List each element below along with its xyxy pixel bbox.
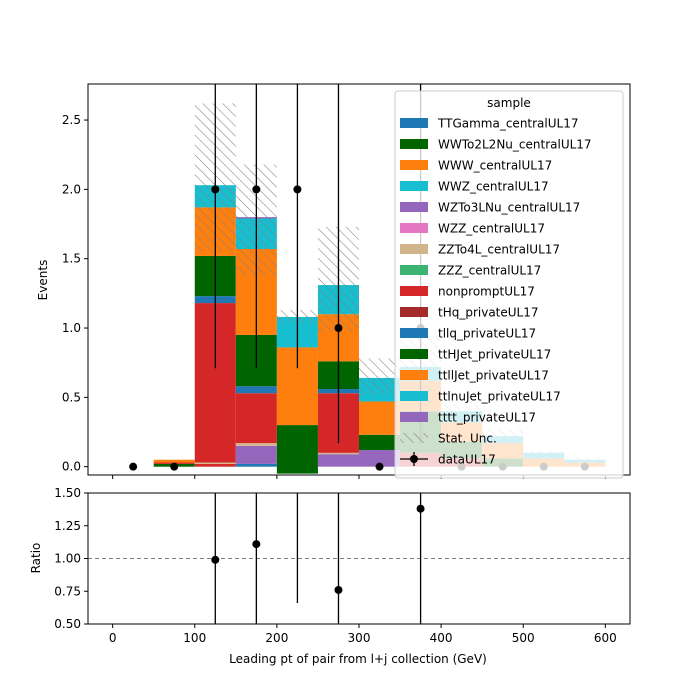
ratio-point: [211, 555, 220, 564]
legend-label: ttlnuJet_privateUL17: [438, 390, 561, 404]
legend-swatch: [400, 244, 428, 254]
legend-label: nonpromptUL17: [438, 285, 535, 299]
main-y-axis: 0.0 0.5 1.0 1.5 2.0 2.5: [62, 113, 88, 474]
legend-swatch: [400, 370, 428, 380]
x-tick-label: 600: [594, 631, 617, 645]
ratio-y-axis-label: Ratio: [29, 543, 43, 574]
x-tick-label: 0: [109, 631, 117, 645]
stack-bar-segment: [359, 450, 401, 467]
legend-label: tHq_privateUL17: [438, 306, 539, 320]
ratio-x-axis: 0 100 200 300 400 500 600: [109, 624, 617, 645]
data-point: [375, 462, 384, 471]
stack-bar-segment: [235, 443, 277, 446]
legend-swatch: [400, 160, 428, 170]
legend-swatch: [400, 349, 428, 359]
ratio-point: [416, 504, 425, 513]
y-tick-label: 2.5: [62, 113, 81, 127]
stack-bar-segment: [235, 393, 277, 444]
x-axis-label: Leading pt of pair from l+j collection (…: [229, 652, 487, 666]
legend: sample TTGamma_centralUL17 WWTo2L2Nu_centr…: [394, 90, 624, 479]
legend-label: WZZ_centralUL17: [438, 222, 545, 236]
data-point: [252, 185, 261, 194]
ratio-y-tick-label: 0.75: [54, 584, 81, 598]
ratio-y-tick-label: 1.00: [54, 552, 81, 566]
legend-label: ZZTo4L_centralUL17: [438, 243, 560, 257]
legend-swatch: [400, 181, 428, 191]
stack-bar-segment: [235, 463, 277, 467]
legend-swatch: [400, 223, 428, 233]
stack-bar-segment: [235, 386, 277, 394]
stack-bar-segment: [194, 462, 236, 464]
data-point: [293, 185, 302, 194]
ratio-point: [334, 585, 343, 594]
legend-label: WWW_centralUL17: [438, 159, 552, 173]
stack-bar-segment: [194, 463, 236, 467]
ratio-y-axis: 0.50 0.75 1.00 1.25 1.50: [54, 486, 88, 631]
ratio-panel: 0.50 0.75 1.00 1.25 1.50 0 100 200 300 400 500 600…: [29, 486, 631, 666]
legend-label: WZTo3LNu_centralUL17: [438, 201, 580, 215]
data-point: [129, 462, 138, 471]
legend-label: ttllJet_privateUL17: [438, 369, 549, 383]
stack-bar-segment: [317, 452, 359, 455]
legend-swatch: [400, 307, 428, 317]
legend-swatch-hatch: [400, 433, 428, 443]
stack-bar-segment: [359, 401, 401, 435]
legend-label: Stat. Unc.: [438, 432, 497, 446]
stack-bar-segment: [359, 434, 401, 451]
ratio-y-tick-label: 1.25: [54, 519, 81, 533]
x-tick-label: 400: [430, 631, 453, 645]
data-point: [334, 324, 343, 333]
legend-label: dataUL17: [438, 453, 496, 467]
legend-label: WWZ_centralUL17: [438, 180, 549, 194]
legend-swatch: [400, 139, 428, 149]
y-tick-label: 1.5: [62, 252, 81, 266]
stack-bar-segment: [317, 454, 359, 467]
stack-bar-segment: [153, 459, 195, 463]
legend-swatch: [400, 265, 428, 275]
stack-bar-segment: [276, 425, 318, 474]
y-tick-label: 1.0: [62, 321, 81, 335]
x-tick-label: 200: [265, 631, 288, 645]
legend-swatch: [400, 118, 428, 128]
legend-label: tllq_privateUL17: [438, 327, 536, 341]
data-point: [170, 462, 179, 471]
legend-swatch: [400, 328, 428, 338]
stack-bar-segment: [235, 445, 277, 464]
legend-label: ZZZ_centralUL17: [438, 264, 541, 278]
legend-label: TTGamma_centralUL17: [437, 117, 578, 131]
legend-swatch: [400, 391, 428, 401]
stat-uncertainty-band: [359, 358, 401, 395]
y-tick-label: 2.0: [62, 182, 81, 196]
legend-box: [394, 90, 624, 479]
ratio-plot-background: [88, 493, 630, 624]
legend-swatch: [400, 412, 428, 422]
legend-marker: [410, 455, 418, 463]
legend-label: tttt_privateUL17: [438, 411, 536, 425]
x-tick-label: 300: [348, 631, 371, 645]
y-axis-label: Events: [36, 260, 50, 301]
legend-label: WWTo2L2Nu_centralUL17: [438, 138, 592, 152]
ratio-y-tick-label: 1.50: [54, 486, 81, 500]
x-tick-label: 100: [183, 631, 206, 645]
y-tick-label: 0.0: [62, 460, 81, 474]
data-point: [211, 185, 220, 194]
ratio-y-tick-label: 0.50: [54, 617, 81, 631]
ratio-point: [252, 540, 261, 549]
legend-label: ttHJet_privateUL17: [438, 348, 551, 362]
x-tick-label: 500: [512, 631, 535, 645]
y-tick-label: 0.5: [62, 390, 81, 404]
legend-swatch: [400, 202, 428, 212]
legend-swatch: [400, 286, 428, 296]
legend-title: sample: [487, 96, 531, 110]
